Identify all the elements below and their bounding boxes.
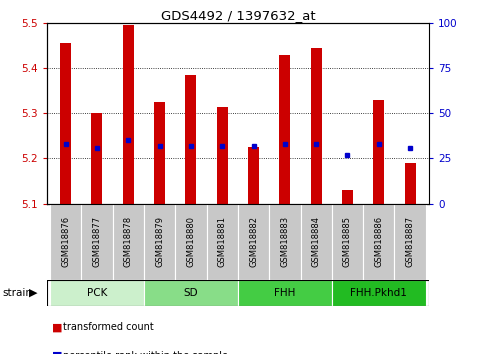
Text: GSM818876: GSM818876 — [61, 216, 70, 267]
Bar — [112, 204, 144, 280]
Bar — [238, 280, 332, 306]
Bar — [50, 204, 81, 280]
Bar — [144, 204, 175, 280]
Bar — [175, 204, 207, 280]
Text: GSM818881: GSM818881 — [218, 216, 227, 267]
Text: GSM818877: GSM818877 — [93, 216, 102, 267]
Bar — [207, 204, 238, 280]
Bar — [92, 113, 103, 204]
Bar — [154, 102, 165, 204]
Bar — [238, 204, 269, 280]
Text: FHH.Pkhd1: FHH.Pkhd1 — [351, 288, 407, 298]
Text: GSM818887: GSM818887 — [406, 216, 415, 267]
Text: percentile rank within the sample: percentile rank within the sample — [63, 351, 228, 354]
Bar — [144, 280, 238, 306]
Bar — [332, 280, 426, 306]
Text: GSM818882: GSM818882 — [249, 216, 258, 267]
Text: GSM818885: GSM818885 — [343, 216, 352, 267]
Text: GSM818886: GSM818886 — [374, 216, 383, 267]
Bar — [123, 25, 134, 204]
Bar — [60, 43, 71, 204]
Text: GSM818879: GSM818879 — [155, 216, 164, 267]
Bar — [301, 204, 332, 280]
Text: GSM818878: GSM818878 — [124, 216, 133, 267]
Title: GDS4492 / 1397632_at: GDS4492 / 1397632_at — [161, 9, 315, 22]
Bar — [280, 55, 290, 204]
Bar — [185, 75, 196, 204]
Bar — [332, 204, 363, 280]
Bar — [342, 190, 353, 204]
Text: PCK: PCK — [87, 288, 107, 298]
Bar — [217, 107, 228, 204]
Bar — [394, 204, 426, 280]
Text: ▶: ▶ — [29, 288, 37, 298]
Bar — [248, 147, 259, 204]
Text: GSM818884: GSM818884 — [312, 216, 320, 267]
Text: SD: SD — [183, 288, 198, 298]
Text: ■: ■ — [52, 322, 62, 332]
Text: transformed count: transformed count — [63, 322, 154, 332]
Bar — [311, 48, 321, 204]
Text: GSM818880: GSM818880 — [186, 216, 195, 267]
Text: ■: ■ — [52, 351, 62, 354]
Bar — [50, 280, 144, 306]
Bar — [269, 204, 301, 280]
Bar — [363, 204, 394, 280]
Bar — [405, 163, 416, 204]
Bar — [81, 204, 112, 280]
Text: GSM818883: GSM818883 — [281, 216, 289, 267]
Bar — [373, 100, 384, 204]
Text: FHH: FHH — [274, 288, 295, 298]
Text: strain: strain — [2, 288, 33, 298]
